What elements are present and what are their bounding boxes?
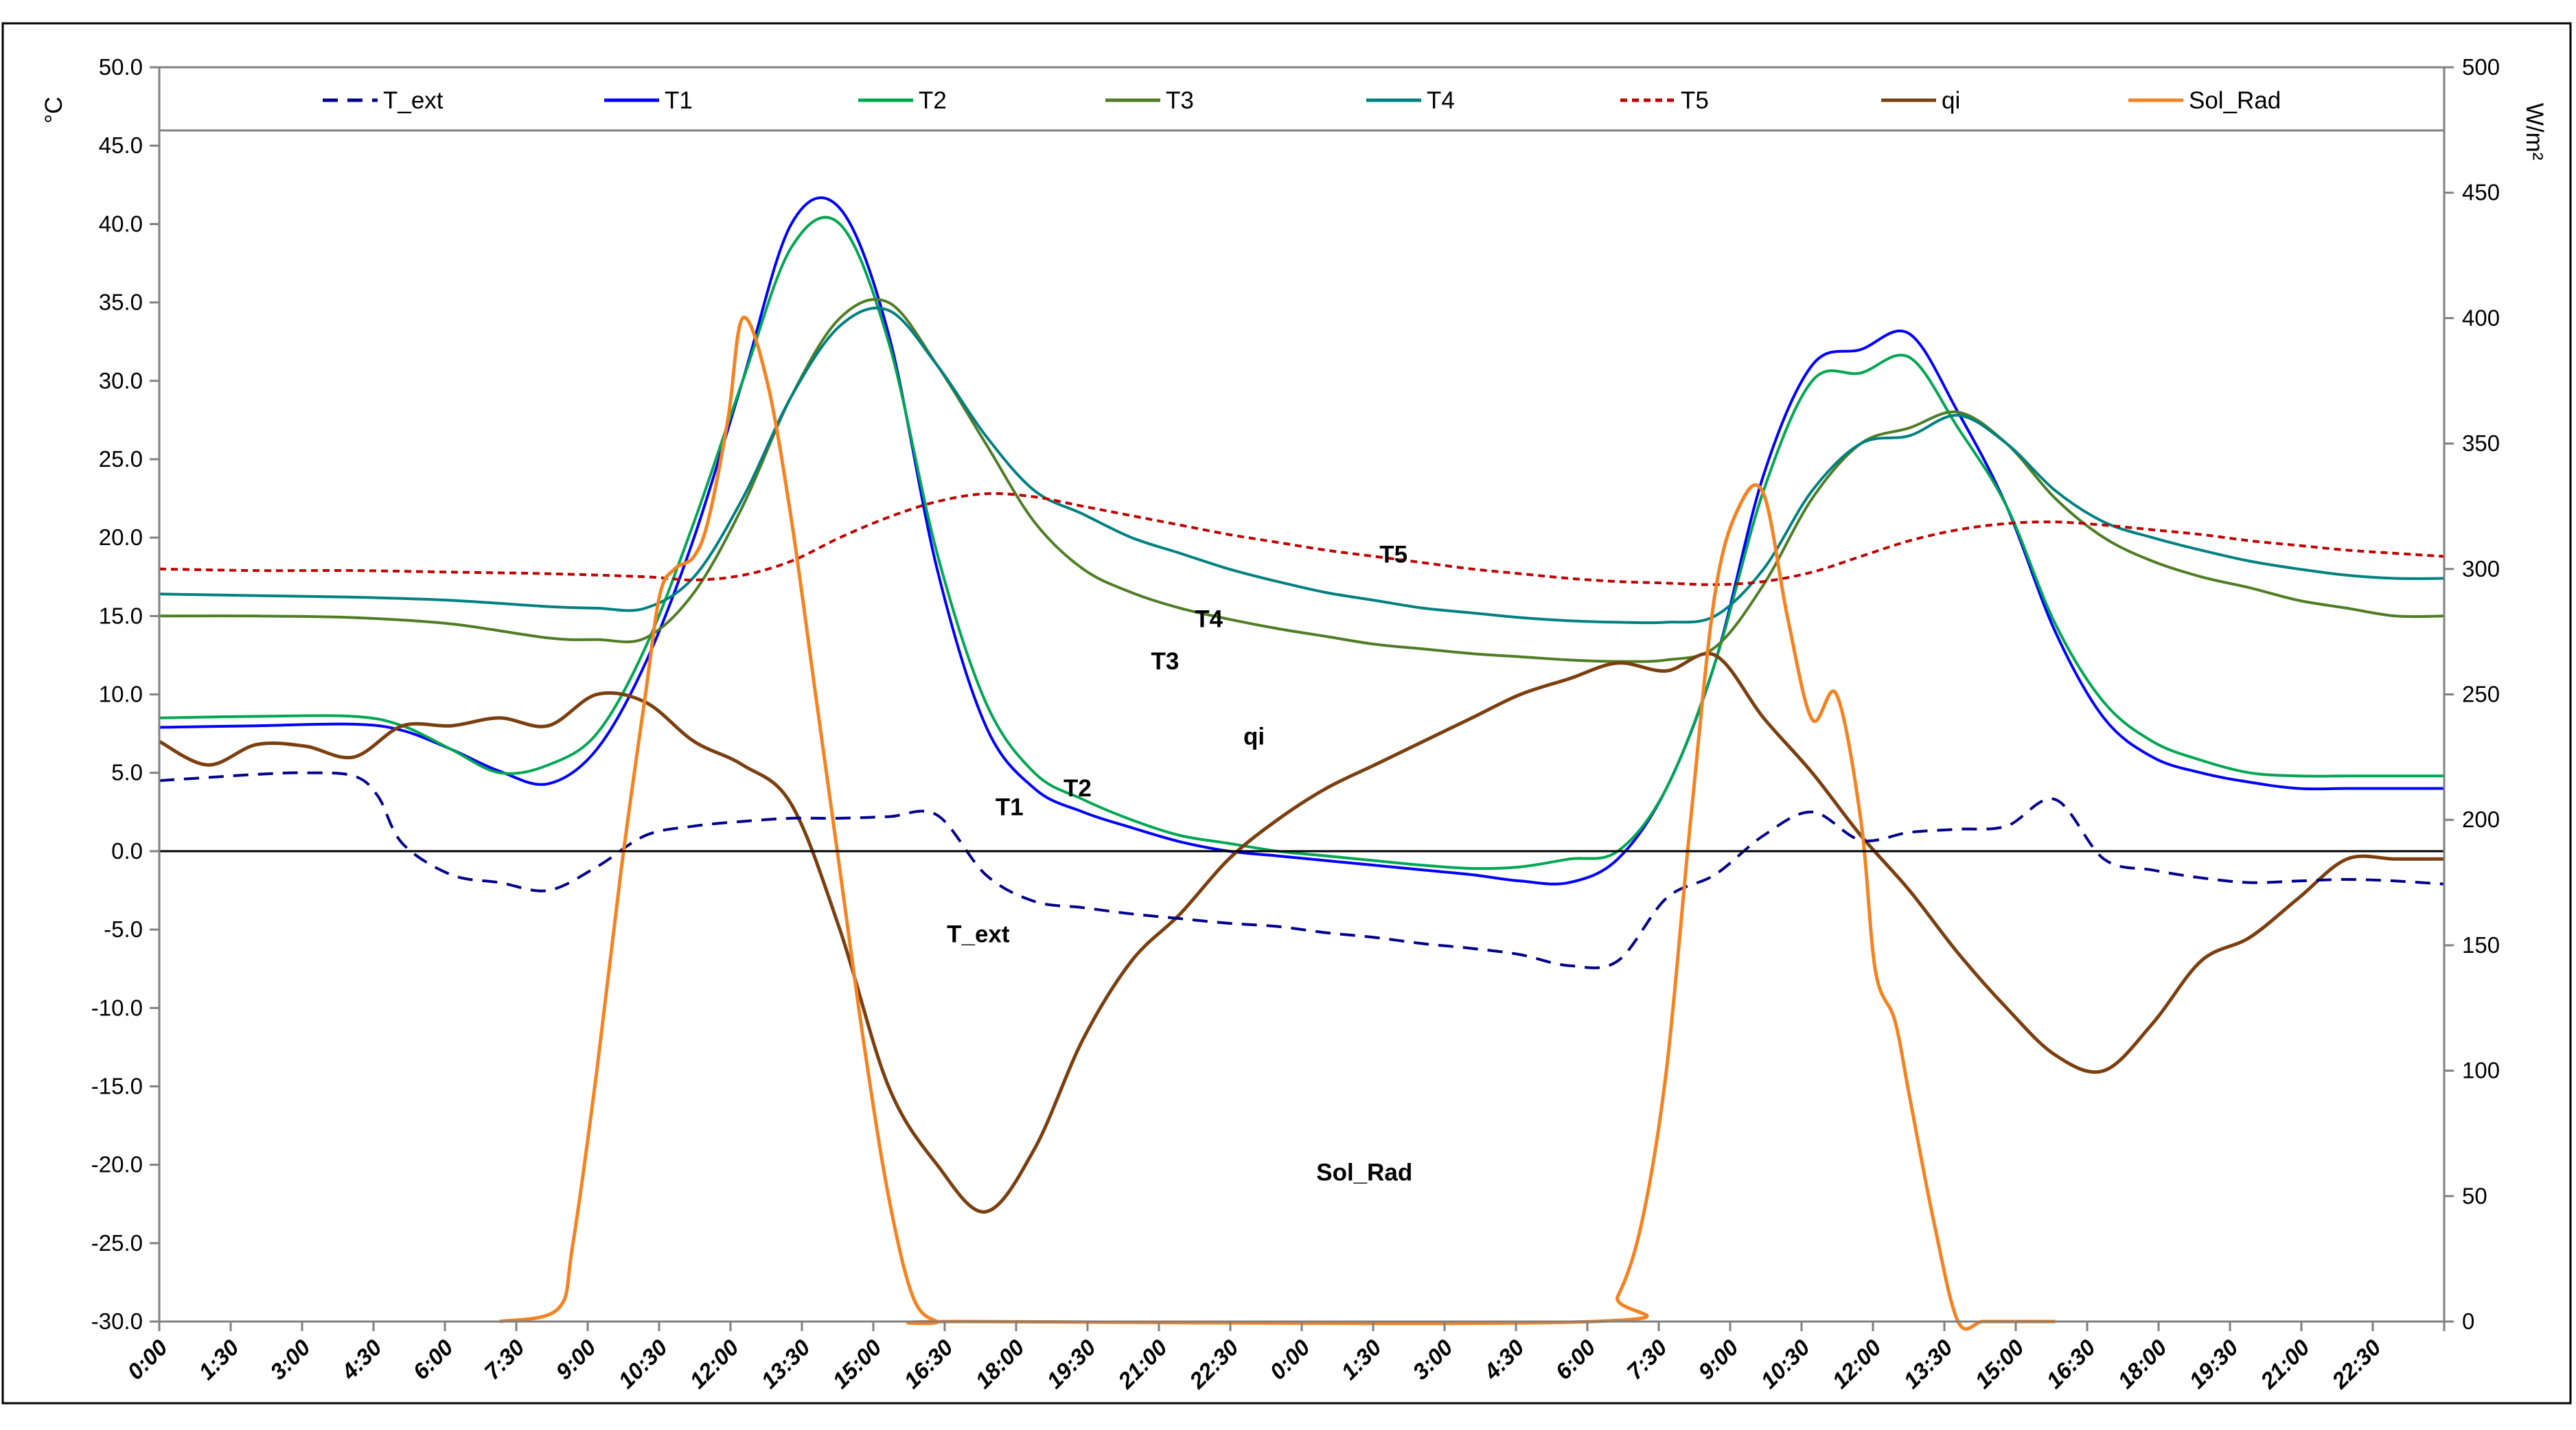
y-tick-left-label: -20.0 (91, 1152, 143, 1177)
y-tick-left-label: -10.0 (91, 995, 143, 1020)
y-axis-left-title: °C (41, 97, 67, 124)
y-tick-right-label: 100 (2462, 1058, 2500, 1083)
series-line-t3 (159, 298, 2445, 663)
legend-label-t3: T3 (1166, 87, 1194, 114)
y-tick-left-label: 35.0 (99, 290, 143, 315)
y-tick-left-label: -5.0 (104, 916, 143, 942)
y-tick-right-label: 400 (2462, 305, 2500, 330)
annotation-t5: T5 (1379, 542, 1407, 568)
series-line-qi (158, 651, 2444, 1214)
legend: T_ext T1 T2 T3 T4 T5 qi Sol_Rad (158, 66, 2446, 132)
plot-area (159, 67, 2444, 1322)
y-tick-left-label: -25.0 (91, 1230, 143, 1256)
series-line-t2 (159, 216, 2444, 870)
series-line-t4 (159, 306, 2445, 625)
annotation-t2: T2 (1063, 775, 1092, 802)
annotation-qi: qi (1243, 724, 1265, 750)
annotation-t3: T3 (1151, 648, 1179, 675)
y-tick-left-label: -30.0 (91, 1308, 143, 1334)
y-tick-left-label: 5.0 (111, 760, 143, 785)
legend-label-sol-rad: Sol_Rad (2189, 87, 2281, 114)
legend-label-t2: T2 (919, 87, 947, 114)
y-tick-left-label: 30.0 (99, 368, 143, 393)
y-tick-left-label: -15.0 (91, 1073, 143, 1098)
legend-label-qi: qi (1942, 87, 1960, 114)
legend-label-t1: T1 (665, 87, 693, 114)
annotation-t-ext: T_ext (947, 921, 1010, 947)
y-tick-left-label: 20.0 (99, 524, 143, 550)
y-tick-right-label: 450 (2462, 180, 2500, 205)
legend-label-t5: T5 (1681, 87, 1709, 114)
y-tick-right-label: 0 (2462, 1308, 2474, 1334)
annotation-sol-rad: Sol_Rad (1316, 1159, 1412, 1186)
y-tick-right-label: 500 (2462, 54, 2500, 80)
y-tick-right-label: 50 (2462, 1183, 2487, 1208)
series-line-t-ext (159, 771, 2445, 969)
y-tick-left-label: 45.0 (99, 132, 143, 158)
annotations: T_ext T1 T2 T3 T4 T5 qi Sol_Rad (947, 542, 1412, 1186)
y-tick-left-label: 50.0 (99, 54, 143, 80)
series-line-t1 (159, 196, 2444, 886)
y-tick-right-label: 200 (2462, 807, 2500, 832)
legend-label-t4: T4 (1427, 87, 1455, 114)
y-tick-right-label: 350 (2462, 430, 2500, 456)
legend-box (158, 66, 2446, 132)
y-tick-left-label: 10.0 (99, 682, 143, 707)
y-tick-left-label: 0.0 (111, 838, 143, 864)
annotation-t1: T1 (996, 794, 1024, 820)
y-tick-right-label: 300 (2462, 556, 2500, 581)
y-tick-right-label: 150 (2462, 932, 2500, 958)
y-tick-left-label: 40.0 (99, 211, 143, 236)
series-line-t5 (159, 492, 2445, 586)
y-tick-right-label: 250 (2462, 682, 2500, 707)
series-layer (158, 196, 2445, 1331)
y-axis-right-title: W/m² (2521, 103, 2548, 161)
y-tick-left-label: 25.0 (99, 446, 143, 472)
y-tick-left-label: 15.0 (99, 603, 143, 628)
plot-background (159, 67, 2444, 1322)
annotation-t4: T4 (1195, 606, 1223, 632)
legend-label-t-ext: T_ext (383, 87, 444, 114)
